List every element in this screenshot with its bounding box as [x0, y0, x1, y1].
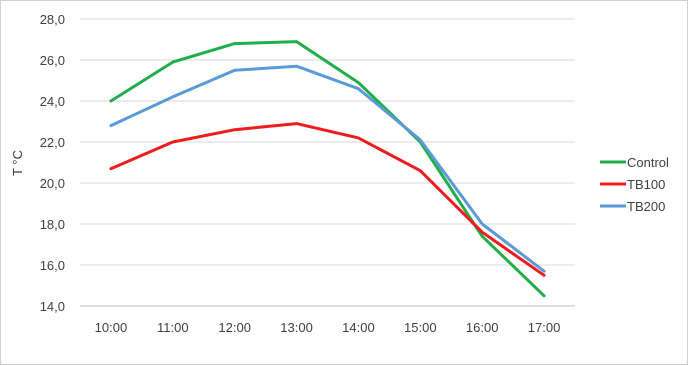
x-tick-label: 13:00	[280, 320, 313, 335]
y-tick-label: 26,0	[40, 53, 65, 68]
series-line-control	[109, 40, 546, 298]
legend-label: Control	[627, 155, 669, 170]
x-axis-ticks: 10:00 11:00 12:00 13:00 14:00 15:00 16:00 17:00	[95, 320, 561, 335]
y-tick-label: 28,0	[40, 12, 65, 27]
y-tick-label: 18,0	[40, 217, 65, 232]
x-tick-label: 12:00	[218, 320, 251, 335]
y-tick-label: 14,0	[40, 299, 65, 314]
y-axis-ticks: 14,0 16,0 18,0 20,0 22,0 24,0 26,0 28,0	[40, 12, 65, 314]
legend-label: TB200	[627, 199, 665, 214]
x-tick-label: 14:00	[342, 320, 375, 335]
y-tick-label: 20,0	[40, 176, 65, 191]
series-line-tb100	[109, 122, 546, 277]
y-tick-label: 24,0	[40, 94, 65, 109]
x-tick-label: 17:00	[528, 320, 561, 335]
y-axis-label: T °C	[10, 150, 25, 176]
x-tick-label: 11:00	[157, 320, 189, 335]
legend: Control TB100 TB200	[600, 155, 669, 214]
x-tick-label: 15:00	[404, 320, 437, 335]
x-tick-label: 10:00	[95, 320, 128, 335]
y-tick-label: 22,0	[40, 135, 65, 150]
series-lines	[109, 40, 546, 298]
x-tick-label: 16:00	[466, 320, 499, 335]
gridlines	[80, 18, 575, 307]
y-tick-label: 16,0	[40, 258, 65, 273]
legend-label: TB100	[627, 177, 665, 192]
series-line-tb200	[109, 64, 546, 273]
